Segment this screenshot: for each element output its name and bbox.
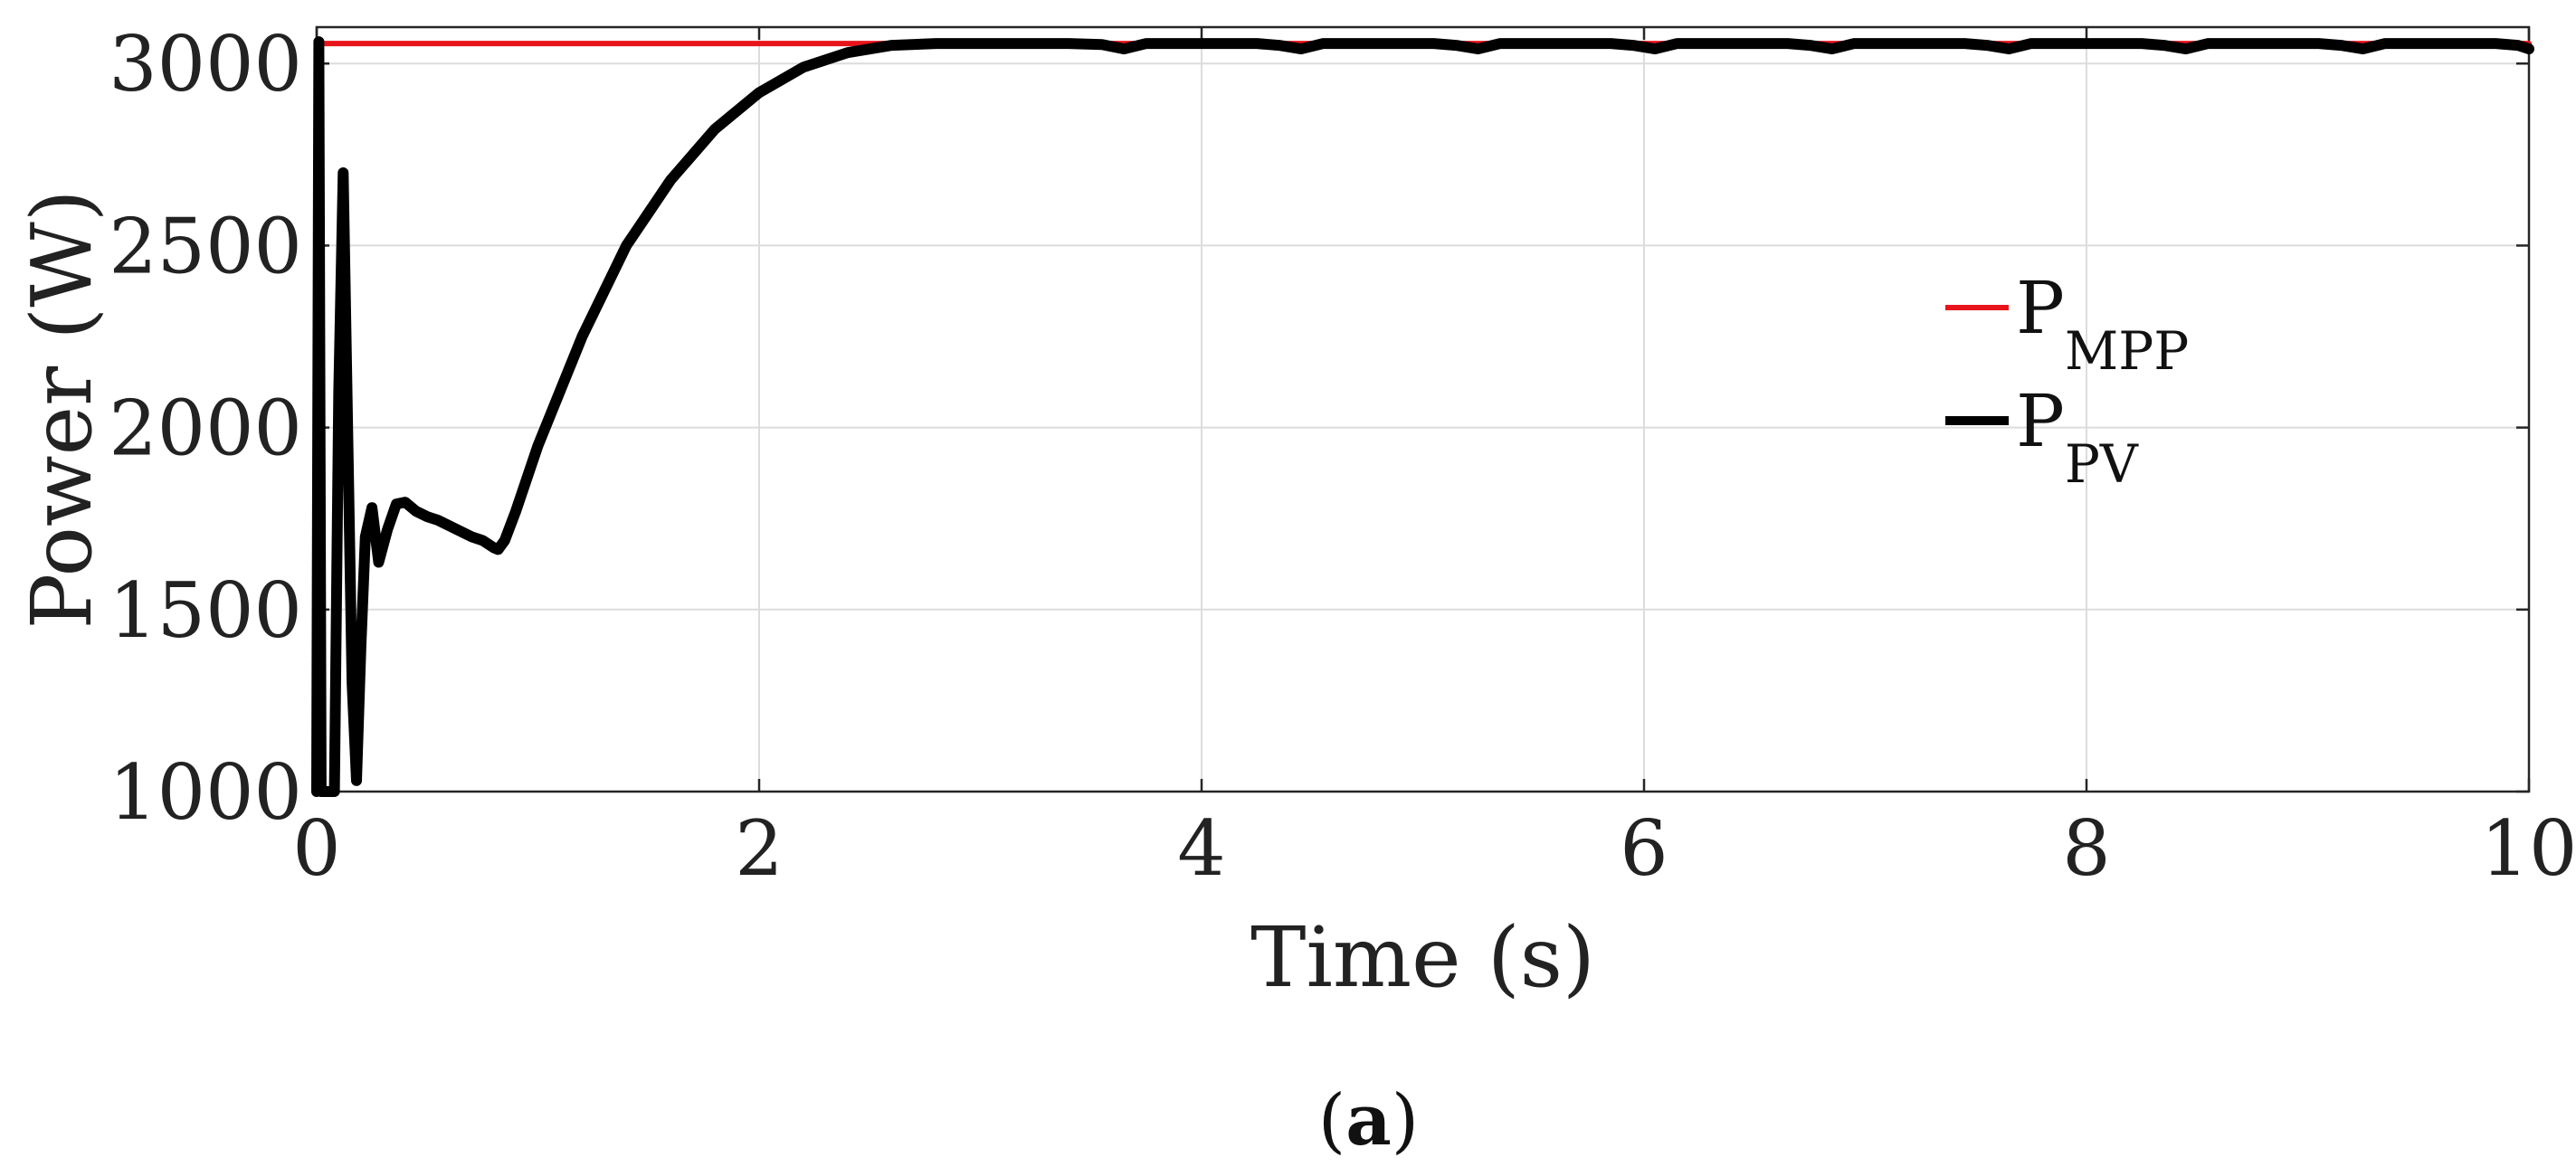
axis-ticks: 0 2 4 6 8 10 1000 1500 2000 2500 3000 bbox=[109, 20, 2576, 893]
legend-label: PMPP bbox=[2016, 266, 2189, 382]
x-tick-label: 0 bbox=[292, 804, 340, 893]
series-line-p-pv bbox=[311, 36, 2534, 797]
x-tick-label: 8 bbox=[2062, 804, 2110, 893]
x-tick-label: 6 bbox=[1620, 804, 1668, 893]
legend-label: PPV bbox=[2016, 379, 2139, 495]
y-tick-label: 2500 bbox=[109, 202, 302, 290]
y-tick-label: 1000 bbox=[109, 748, 302, 837]
legend-label-subscript: MPP bbox=[2065, 320, 2189, 382]
y-tick-label: 3000 bbox=[109, 20, 302, 109]
caption-letter: a bbox=[1345, 1079, 1392, 1162]
x-tick-label: 2 bbox=[735, 804, 783, 893]
x-tick-label: 4 bbox=[1177, 804, 1225, 893]
legend-label-main: P bbox=[2016, 379, 2065, 463]
caption-close-paren: ) bbox=[1392, 1080, 1419, 1162]
figure-caption: (a) bbox=[1318, 1079, 1419, 1162]
data-series bbox=[311, 36, 2534, 797]
y-tick-label: 2000 bbox=[109, 384, 302, 473]
grid-lines bbox=[317, 27, 2529, 792]
x-axis-title: Time (s) bbox=[1250, 909, 1595, 1006]
legend-label-main: P bbox=[2016, 266, 2065, 350]
caption-open-paren: ( bbox=[1318, 1080, 1345, 1162]
legend-label-subscript: PV bbox=[2065, 433, 2139, 495]
y-axis-title: Power (W) bbox=[14, 189, 110, 629]
y-tick-label: 1500 bbox=[109, 566, 302, 655]
x-tick-label: 10 bbox=[2481, 804, 2576, 893]
